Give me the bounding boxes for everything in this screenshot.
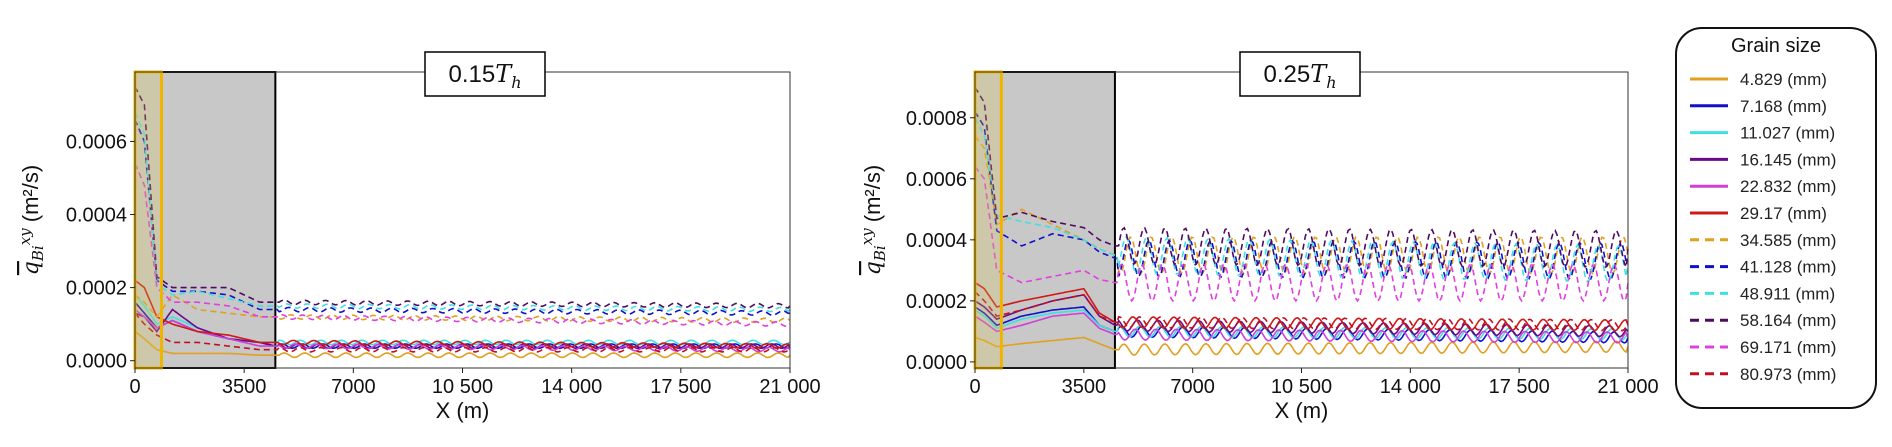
series-line-7 bbox=[974, 135, 1629, 275]
highlight-region bbox=[973, 70, 1003, 370]
x-tick-label: 14 000 bbox=[1380, 376, 1441, 398]
y-tick-label: 0.0004 bbox=[906, 230, 967, 252]
series-line-6 bbox=[134, 279, 791, 350]
series-line-8 bbox=[974, 111, 1629, 281]
title-box bbox=[424, 51, 546, 97]
title-box bbox=[1239, 51, 1361, 97]
x-tick-label: 0 bbox=[129, 376, 140, 398]
series-group bbox=[134, 86, 791, 359]
y-tick-label: 0.0000 bbox=[906, 352, 967, 374]
chart-title: 0.25Th bbox=[1263, 60, 1336, 92]
chart-title: 0.15Th bbox=[448, 60, 521, 92]
legend-label-10: 58.164 (mm) bbox=[1740, 311, 1836, 330]
legend: Grain size 4.829 (mm) 7.168 (mm) 11.027 (mm… bbox=[1675, 27, 1877, 409]
y-tick-label: 0.0008 bbox=[906, 108, 967, 130]
series-line-5 bbox=[974, 312, 1629, 344]
series-line-9 bbox=[134, 111, 791, 313]
y-tick-label: 0.0006 bbox=[906, 169, 967, 191]
series-line-10 bbox=[974, 86, 1629, 271]
series-group bbox=[974, 86, 1629, 356]
x-tick-label: 10 500 bbox=[1271, 376, 1332, 398]
series-line-9 bbox=[974, 117, 1629, 283]
x-tick-label: 7000 bbox=[331, 376, 376, 398]
x-tick-label: 21 000 bbox=[759, 376, 820, 398]
x-tick-label: 10 500 bbox=[432, 376, 493, 398]
shaded-region bbox=[134, 71, 277, 369]
y-axis-label: qBixy (m²/s) bbox=[16, 165, 47, 275]
series-line-4 bbox=[974, 293, 1629, 338]
series-line-5 bbox=[134, 308, 791, 353]
series-line-12 bbox=[974, 291, 1629, 332]
legend-label-12: 80.973 (mm) bbox=[1740, 365, 1836, 384]
y-tick-label: 0.0006 bbox=[66, 131, 127, 153]
y-tick-label: 0.0002 bbox=[906, 291, 967, 313]
x-axis-label: X (m) bbox=[1275, 398, 1329, 423]
legend-label-4: 16.145 (mm) bbox=[1740, 150, 1836, 169]
legend-title: Grain size bbox=[1731, 35, 1821, 57]
x-tick-label: 0 bbox=[969, 376, 980, 398]
x-tick-label: 7000 bbox=[1170, 376, 1215, 398]
legend-label-5: 22.832 (mm) bbox=[1740, 177, 1836, 196]
legend-label-2: 7.168 (mm) bbox=[1740, 97, 1827, 116]
y-tick-label: 0.0002 bbox=[66, 278, 127, 300]
legend-label-8: 41.128 (mm) bbox=[1740, 258, 1836, 277]
legend-box bbox=[1675, 27, 1877, 409]
panel-left: 0 3500 7000 10 500 14 000 17 500 21 000 0.0000 0… bbox=[16, 51, 821, 423]
legend-label-7: 34.585 (mm) bbox=[1740, 231, 1836, 250]
y-tick-label: 0.0000 bbox=[66, 351, 127, 373]
y-tick-label: 0.0004 bbox=[66, 205, 127, 227]
legend-label-9: 48.911 (mm) bbox=[1740, 284, 1835, 303]
series-line-4 bbox=[134, 308, 791, 350]
x-tick-label: 17 500 bbox=[1489, 376, 1550, 398]
y-axis-label: qBixy (m²/s) bbox=[858, 165, 889, 275]
x-tick-label: 21 000 bbox=[1597, 376, 1658, 398]
series-line-11 bbox=[974, 166, 1629, 303]
series-line-1 bbox=[134, 330, 791, 359]
legend-label-6: 29.17 (mm) bbox=[1740, 204, 1827, 223]
legend-label-1: 4.829 (mm) bbox=[1740, 70, 1827, 89]
x-tick-label: 17 500 bbox=[650, 376, 711, 398]
x-tick-label: 3500 bbox=[1062, 376, 1107, 398]
series-line-1 bbox=[974, 336, 1629, 356]
highlight-region bbox=[133, 70, 164, 370]
legend-label-3: 11.027 (mm) bbox=[1740, 124, 1835, 143]
x-tick-label: 14 000 bbox=[541, 376, 602, 398]
x-axis-label: X (m) bbox=[436, 398, 490, 423]
panel-right: 0 3500 7000 10 500 14 000 17 500 21 000 0.0000 0… bbox=[858, 51, 1659, 423]
legend-label-11: 69.171 (mm) bbox=[1740, 338, 1836, 357]
series-line-7 bbox=[134, 293, 791, 324]
x-tick-label: 3500 bbox=[222, 376, 267, 398]
series-line-6 bbox=[974, 281, 1629, 332]
series-line-10 bbox=[134, 86, 791, 309]
